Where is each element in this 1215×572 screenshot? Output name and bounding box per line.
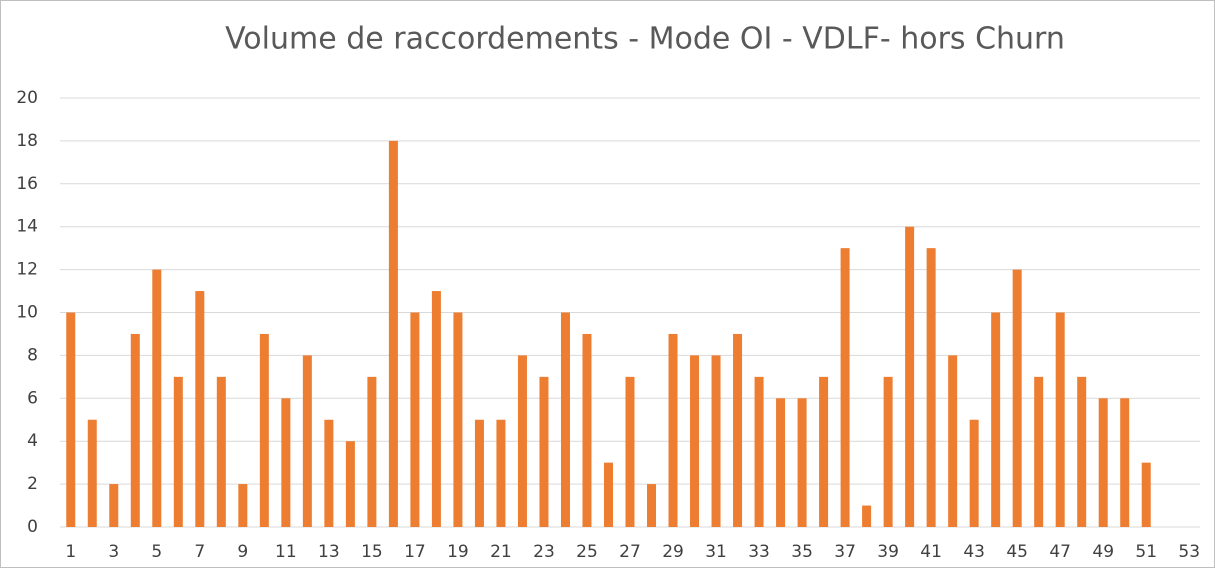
x-tick-label: 35 <box>791 542 813 562</box>
x-tick-label: 3 <box>108 542 119 562</box>
bar <box>130 333 140 527</box>
bar <box>453 312 463 527</box>
bar <box>66 312 76 527</box>
x-tick-label: 5 <box>151 542 162 562</box>
x-tick-label: 9 <box>237 542 248 562</box>
bar <box>840 248 850 527</box>
bar <box>647 484 657 527</box>
x-tick-label: 41 <box>920 542 942 562</box>
bar <box>797 398 807 527</box>
bar <box>1012 269 1022 527</box>
x-tick-label: 51 <box>1135 542 1157 562</box>
y-tick-label: 20 <box>16 88 38 108</box>
bar <box>603 462 613 527</box>
bar <box>711 355 721 527</box>
x-tick-label: 17 <box>404 542 426 562</box>
x-tick-label: 15 <box>361 542 383 562</box>
x-tick-label: 49 <box>1092 542 1114 562</box>
x-tick-label: 27 <box>619 542 641 562</box>
bar <box>560 312 570 527</box>
y-tick-label: 12 <box>16 260 38 280</box>
y-tick-label: 2 <box>27 474 38 494</box>
y-tick-label: 18 <box>16 131 38 151</box>
bar <box>668 333 678 527</box>
x-tick-label: 45 <box>1006 542 1028 562</box>
y-tick-label: 16 <box>16 174 38 194</box>
bar <box>1098 398 1108 527</box>
bar <box>754 376 764 527</box>
bar <box>733 333 743 527</box>
x-tick-label: 23 <box>533 542 555 562</box>
bar <box>905 226 915 527</box>
x-tick-label: 31 <box>705 542 727 562</box>
bar <box>625 376 635 527</box>
bar <box>991 312 1001 527</box>
bar <box>302 355 312 527</box>
x-tick-label: 33 <box>748 542 770 562</box>
bar <box>109 484 119 527</box>
bar <box>281 398 291 527</box>
bar <box>539 376 549 527</box>
bar <box>582 333 592 527</box>
bar <box>1120 398 1130 527</box>
bar <box>819 376 829 527</box>
bar <box>173 376 183 527</box>
x-tick-label: 21 <box>490 542 512 562</box>
bar <box>195 291 205 527</box>
bar <box>388 140 398 527</box>
y-tick-label: 4 <box>27 431 38 451</box>
bar <box>883 376 893 527</box>
bar <box>216 376 226 527</box>
bar <box>969 419 979 527</box>
x-tick-label: 13 <box>318 542 340 562</box>
bar <box>431 291 441 527</box>
chart-title: Volume de raccordements - Mode OI - VDLF… <box>225 22 1065 57</box>
bar <box>517 355 527 527</box>
bar <box>474 419 484 527</box>
bar <box>238 484 248 527</box>
x-tick-label: 37 <box>834 542 856 562</box>
x-tick-label: 43 <box>963 542 985 562</box>
x-tick-label: 25 <box>576 542 598 562</box>
y-tick-label: 0 <box>27 517 38 537</box>
bar <box>690 355 700 527</box>
x-tick-label: 47 <box>1049 542 1071 562</box>
bar <box>410 312 420 527</box>
bar <box>948 355 958 527</box>
y-tick-label: 8 <box>27 345 38 365</box>
x-tick-label: 19 <box>447 542 469 562</box>
bar <box>345 441 355 527</box>
bar <box>1141 462 1151 527</box>
bar <box>862 505 872 527</box>
x-tick-label: 1 <box>65 542 76 562</box>
x-tick-label: 7 <box>194 542 205 562</box>
bar <box>1077 376 1087 527</box>
bar <box>259 333 269 527</box>
bar <box>926 248 936 527</box>
y-tick-label: 10 <box>16 303 38 323</box>
bar <box>324 419 334 527</box>
y-tick-label: 6 <box>27 388 38 408</box>
x-tick-label: 29 <box>662 542 684 562</box>
bar <box>1034 376 1044 527</box>
x-tick-label: 11 <box>275 542 297 562</box>
bar <box>152 269 162 527</box>
y-tick-label: 14 <box>16 217 38 237</box>
bar <box>496 419 506 527</box>
x-tick-label: 39 <box>877 542 899 562</box>
bar <box>776 398 786 527</box>
bar <box>367 376 377 527</box>
bar <box>1055 312 1065 527</box>
x-tick-label: 53 <box>1178 542 1200 562</box>
bar <box>87 419 97 527</box>
